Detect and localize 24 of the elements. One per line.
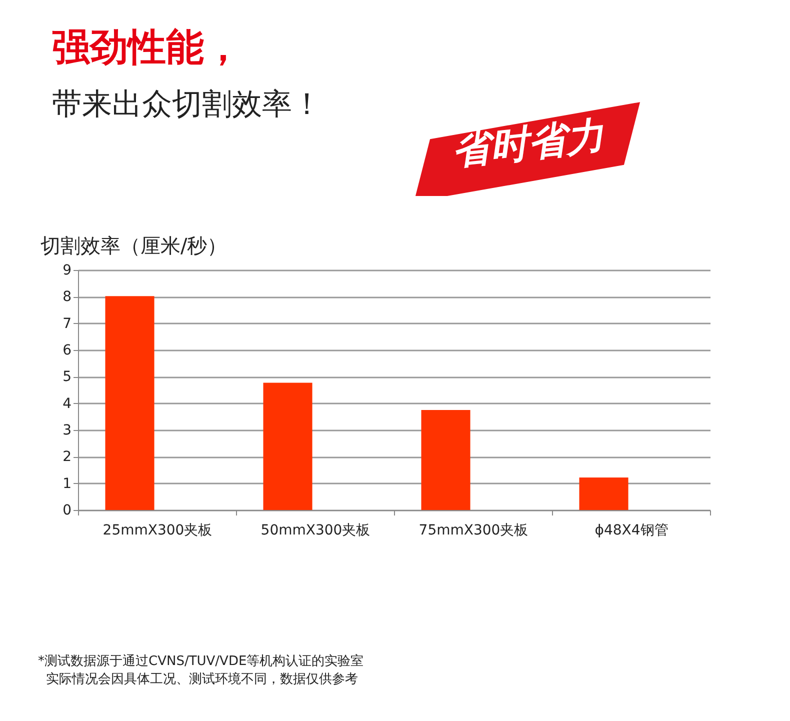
x-tick-label: 75mmX300夹板 xyxy=(418,522,528,538)
chart-title: 强劲性能， xyxy=(52,24,242,71)
bar xyxy=(579,477,628,510)
text: 实际情况会因具体工况、测试环境不同，数据仅供参考 xyxy=(46,671,358,688)
y-tick-label: 4 xyxy=(62,396,72,412)
x-tick-label: 25mmX300夹板 xyxy=(102,522,212,538)
y-tick-label: 5 xyxy=(62,369,72,386)
y-tick-label: 8 xyxy=(62,289,72,306)
bar xyxy=(421,410,470,510)
y-tick-label: 3 xyxy=(62,422,72,438)
text: 省时省力 xyxy=(450,112,606,175)
text: *测试数据源于通过CVNS/TUV/VDE等机构认证的实验室 xyxy=(38,653,364,670)
y-tick-label: 6 xyxy=(62,342,72,358)
y-tick-label: 2 xyxy=(62,449,72,466)
y-tick-label: 0 xyxy=(62,502,72,518)
y-tick-label: 7 xyxy=(62,316,72,332)
y-tick-label: 9 xyxy=(62,262,72,278)
x-tick-label: 50mmX300夹板 xyxy=(260,522,370,538)
bar xyxy=(105,296,154,510)
y-tick-label: 1 xyxy=(62,476,72,492)
x-tick-label: ϕ48X4钢管 xyxy=(594,522,668,538)
bar xyxy=(263,382,312,510)
y-axis-title: 切割效率（厘米/秒） xyxy=(40,234,228,258)
chart-subtitle: 带来出众切割效率！ xyxy=(52,86,322,124)
